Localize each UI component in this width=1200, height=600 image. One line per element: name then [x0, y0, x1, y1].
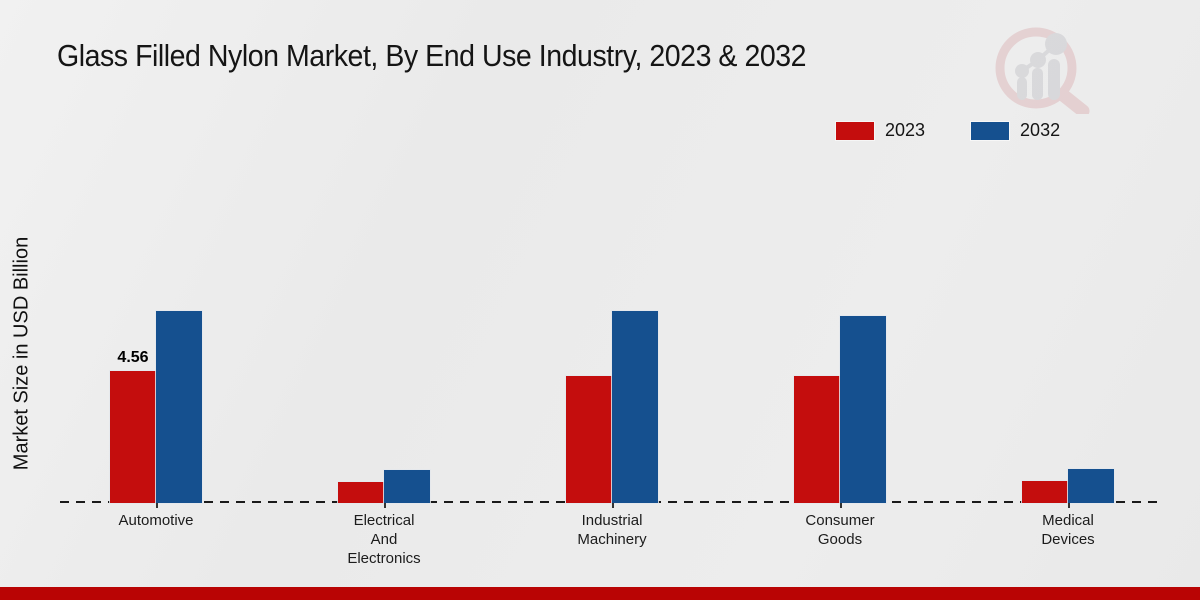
legend-item-2023: 2023	[836, 120, 925, 141]
bar-2023-medical-devices	[1022, 481, 1068, 503]
legend: 2023 2032	[836, 120, 1060, 141]
x-axis-tick	[612, 503, 614, 508]
legend-swatch-2032	[971, 121, 1010, 140]
x-axis-category-label: Industrial Machinery	[577, 512, 647, 548]
bar-2023-electrical-and-electronics	[338, 482, 384, 503]
bar-value-label: 4.56	[117, 349, 149, 366]
legend-label-2032: 2032	[1020, 120, 1061, 140]
x-axis-tick	[156, 503, 158, 508]
bar-2032-medical-devices	[1068, 469, 1114, 503]
bottom-red-band	[0, 587, 1200, 600]
bar-2032-industrial-machinery	[612, 311, 658, 503]
chart-title: Glass Filled Nylon Market, By End Use In…	[57, 38, 807, 73]
legend-item-2032: 2032	[971, 120, 1060, 141]
bar-2023-automotive	[110, 371, 156, 503]
x-axis-tick	[1068, 503, 1070, 508]
bar-2032-consumer-goods	[840, 316, 886, 503]
bar-2032-electrical-and-electronics	[384, 470, 430, 503]
x-axis-tick	[840, 503, 842, 508]
x-axis-tick	[384, 503, 386, 508]
bar-2023-consumer-goods	[794, 376, 840, 503]
bar-2032-automotive	[156, 311, 202, 503]
bar-2023-industrial-machinery	[566, 376, 612, 503]
legend-label-2023: 2023	[885, 120, 926, 140]
x-axis-category-label: Medical Devices	[1041, 512, 1095, 548]
magnifier-bar-chart-logo-watermark	[995, 27, 1090, 114]
x-axis-category-label: Electrical And Electronics	[347, 512, 421, 567]
x-axis-category-label: Automotive	[118, 512, 194, 529]
legend-swatch-2023	[836, 121, 874, 140]
x-axis-category-label: Consumer Goods	[805, 512, 875, 548]
